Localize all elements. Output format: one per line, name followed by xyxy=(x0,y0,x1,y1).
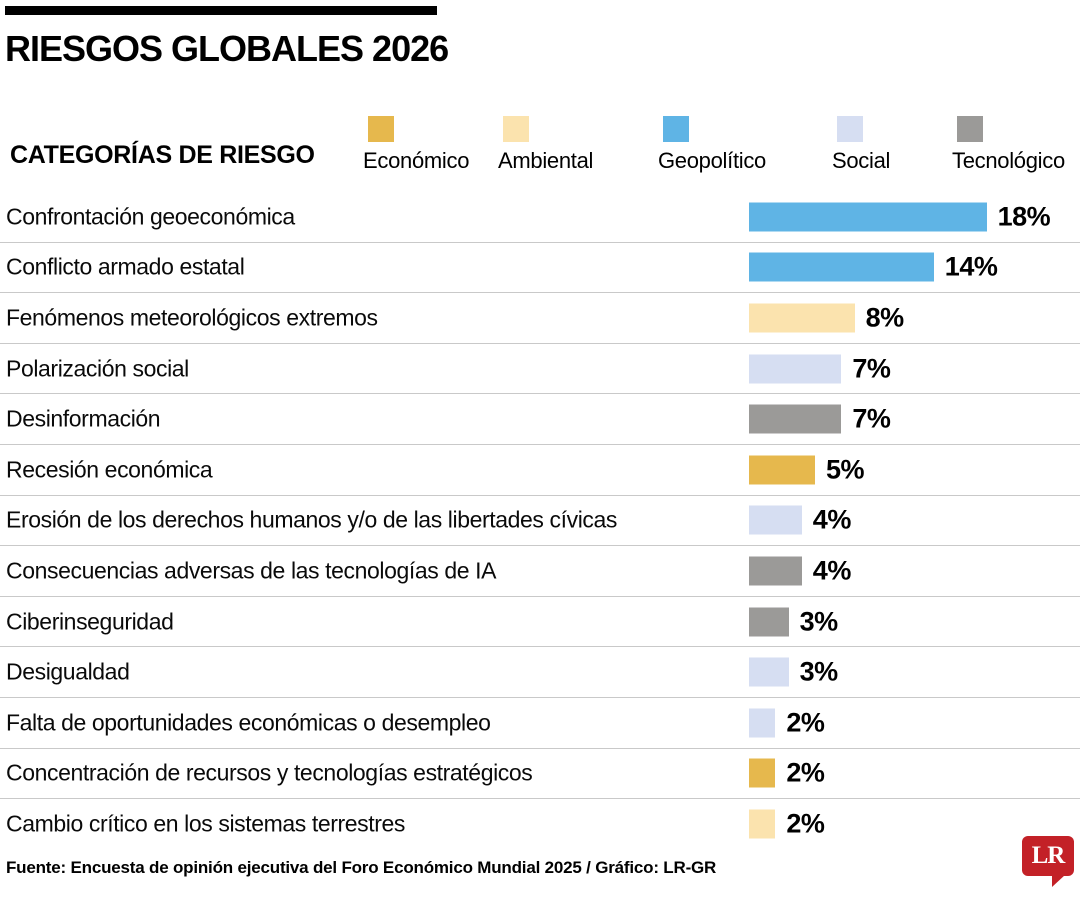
table-row: Falta de oportunidades económicas o dese… xyxy=(0,698,1080,749)
bar-group: 2% xyxy=(749,707,825,738)
legend-heading: CATEGORÍAS DE RIESGO xyxy=(10,141,315,169)
bar-value-label: 18% xyxy=(997,201,1051,232)
bar xyxy=(749,202,987,232)
table-row: Concentración de recursos y tecnologías … xyxy=(0,749,1080,800)
table-row: Cambio crítico en los sistemas terrestre… xyxy=(0,799,1080,850)
risk-label: Fenómenos meteorológicos extremos xyxy=(6,304,378,331)
bar-group: 2% xyxy=(749,757,825,789)
legend-swatch xyxy=(663,116,689,142)
table-row: Confrontación geoeconómica 18% xyxy=(0,192,1080,243)
bar-group: 8% xyxy=(749,302,904,333)
legend-swatch xyxy=(503,116,529,142)
legend-swatch xyxy=(368,116,394,142)
bar-value-label: 5% xyxy=(826,454,865,485)
legend-item: Tecnológico xyxy=(952,116,1065,174)
table-row: Fenómenos meteorológicos extremos 8% xyxy=(0,293,1080,344)
legend-item-label: Económico xyxy=(363,148,470,173)
bar-value-label: 4% xyxy=(812,504,852,535)
risk-label: Polarización social xyxy=(6,355,189,382)
legend-swatch xyxy=(957,116,983,142)
bar-group: 4% xyxy=(749,505,851,536)
legend-item: Geopolítico xyxy=(658,116,766,174)
bar-group: 2% xyxy=(749,808,825,840)
bar-group: 14% xyxy=(749,251,998,283)
legend-item-label: Tecnológico xyxy=(952,148,1065,173)
bar-value-label: 7% xyxy=(852,353,891,384)
bar xyxy=(749,505,802,535)
risk-label: Conflicto armado estatal xyxy=(6,253,245,280)
bar-chart: Confrontación geoeconómica 18% Conflicto… xyxy=(0,192,1080,850)
legend-item-label: Social xyxy=(832,148,891,173)
legend-item-label: Ambiental xyxy=(498,148,594,173)
risk-label: Confrontación geoeconómica xyxy=(6,203,295,230)
source-credit: Fuente: Encuesta de opinión ejecutiva de… xyxy=(6,858,717,877)
bar-value-label: 7% xyxy=(852,403,891,434)
bar xyxy=(749,708,776,738)
table-row: Desigualdad 3% xyxy=(0,647,1080,698)
bar-group: 18% xyxy=(749,201,1051,232)
bar xyxy=(749,809,776,839)
table-row: Erosión de los derechos humanos y/o de l… xyxy=(0,496,1080,547)
risk-label: Concentración de recursos y tecnologías … xyxy=(6,759,533,786)
bar xyxy=(749,758,776,788)
risk-label: Consecuencias adversas de las tecnología… xyxy=(6,557,497,584)
bar-value-label: 8% xyxy=(865,302,905,333)
bar-value-label: 2% xyxy=(786,707,825,738)
legend-swatch xyxy=(837,116,863,142)
bar xyxy=(749,657,789,687)
bar xyxy=(749,354,842,384)
bar-value-label: 4% xyxy=(812,555,852,586)
legend-item-label: Geopolítico xyxy=(658,148,766,173)
bar xyxy=(749,556,802,586)
legend-item: Social xyxy=(832,116,890,174)
table-row: Consecuencias adversas de las tecnología… xyxy=(0,546,1080,597)
bar-value-label: 2% xyxy=(786,757,825,788)
bar-group: 3% xyxy=(749,657,838,688)
risk-label: Recesión económica xyxy=(6,456,213,483)
bar-value-label: 14% xyxy=(944,251,998,282)
page-title: RIESGOS GLOBALES 2026 xyxy=(5,28,449,69)
risk-label: Ciberinseguridad xyxy=(6,608,174,635)
legend-item: Económico xyxy=(363,116,469,174)
bar-group: 3% xyxy=(749,606,838,637)
risk-label: Desigualdad xyxy=(6,658,130,685)
bar-value-label: 3% xyxy=(799,606,839,637)
table-row: Ciberinseguridad 3% xyxy=(0,597,1080,648)
bar-value-label: 3% xyxy=(799,656,839,687)
bar-value-label: 2% xyxy=(786,808,825,839)
table-row: Recesión económica 5% xyxy=(0,445,1080,496)
bar xyxy=(749,303,855,333)
bar xyxy=(749,404,842,434)
bar xyxy=(749,607,789,637)
lr-logo: LR xyxy=(1022,836,1074,887)
bar-group: 7% xyxy=(749,353,891,384)
bar xyxy=(749,252,934,282)
title-rule xyxy=(5,6,437,15)
table-row: Conflicto armado estatal 14% xyxy=(0,243,1080,294)
legend: CATEGORÍAS DE RIESGO Económico Ambiental… xyxy=(0,100,1080,180)
bar-group: 7% xyxy=(749,403,891,435)
risk-label: Desinformación xyxy=(6,405,161,432)
bar-group: 5% xyxy=(749,454,865,485)
table-row: Desinformación 7% xyxy=(0,394,1080,445)
risk-label: Cambio crítico en los sistemas terrestre… xyxy=(6,810,406,837)
risk-label: Erosión de los derechos humanos y/o de l… xyxy=(6,506,617,533)
bar-group: 4% xyxy=(749,555,851,586)
risk-label: Falta de oportunidades económicas o dese… xyxy=(6,709,491,736)
table-row: Polarización social 7% xyxy=(0,344,1080,395)
bar xyxy=(749,455,815,485)
legend-item: Ambiental xyxy=(498,116,593,174)
lr-logo-text: LR xyxy=(1031,842,1066,869)
